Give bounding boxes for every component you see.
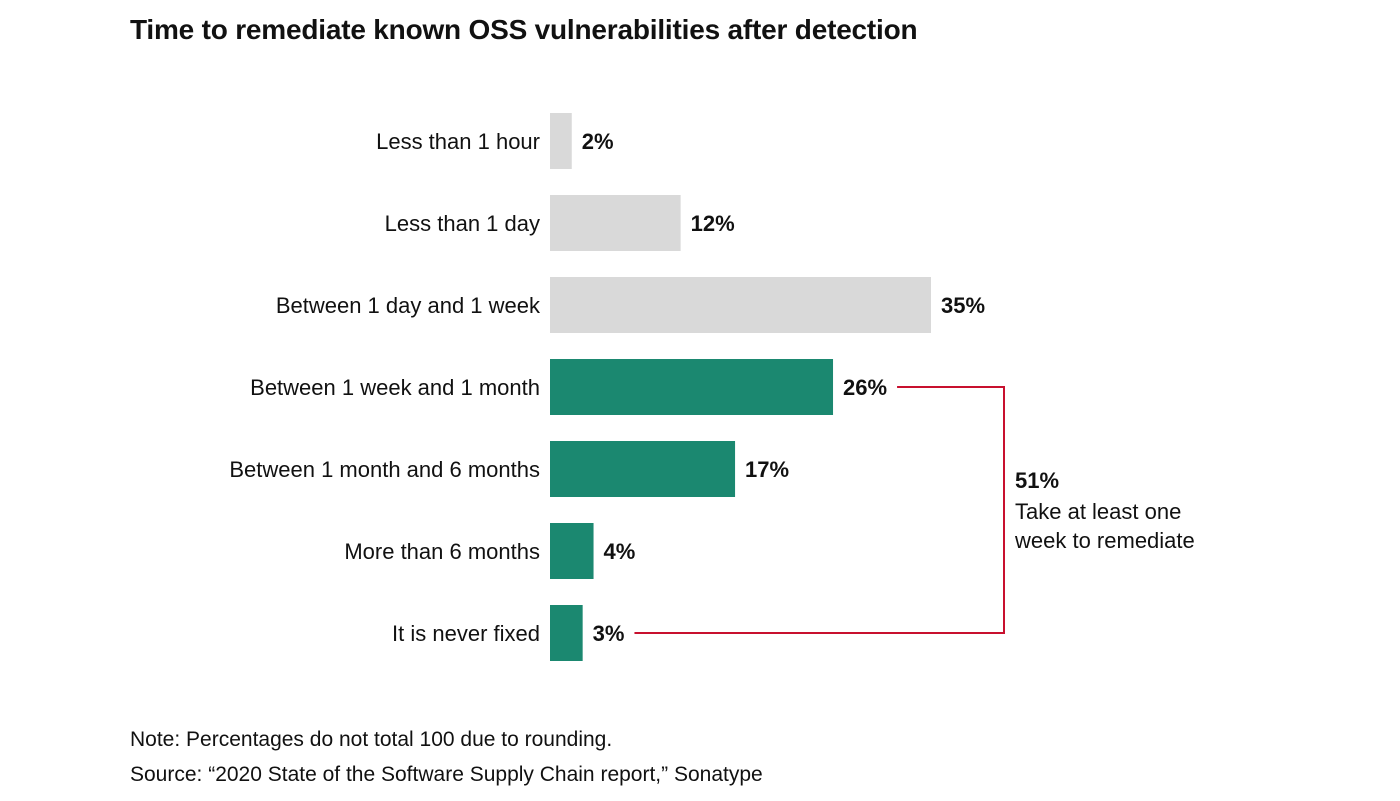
chart-note: Note: Percentages do not total 100 due t… (130, 728, 613, 751)
callout-value: 51% (1015, 468, 1059, 493)
category-label: More than 6 months (344, 539, 540, 564)
category-label: Between 1 week and 1 month (250, 375, 540, 400)
bar (550, 441, 736, 497)
chart-title: Time to remediate known OSS vulnerabilit… (130, 14, 918, 45)
chart-source: Source: “2020 State of the Software Supp… (130, 763, 763, 786)
value-label: 26% (843, 375, 887, 400)
bar (550, 113, 572, 169)
callout-text-line: week to remediate (1014, 528, 1195, 553)
callout-text-line: Take at least one (1015, 499, 1181, 524)
category-label: Between 1 day and 1 week (276, 293, 541, 318)
value-label: 12% (691, 211, 735, 236)
category-label: Less than 1 day (385, 211, 540, 236)
callout-bracket-line (634, 386, 1005, 634)
bar (550, 523, 594, 579)
bar (550, 195, 681, 251)
category-label: Less than 1 hour (376, 129, 540, 154)
bar (550, 605, 583, 661)
bars-group: Less than 1 hour 2% Less than 1 day 12% Betw… (229, 113, 985, 661)
value-label: 2% (582, 129, 614, 154)
value-label: 4% (604, 539, 636, 564)
value-label: 3% (593, 621, 625, 646)
value-label: 17% (745, 457, 789, 482)
category-label: Between 1 month and 6 months (229, 457, 540, 482)
value-label: 35% (941, 293, 985, 318)
category-label: It is never fixed (392, 621, 540, 646)
callout-group: 51% Take at least one week to remediate (634, 386, 1195, 634)
bar (550, 277, 931, 333)
bar (550, 359, 834, 415)
